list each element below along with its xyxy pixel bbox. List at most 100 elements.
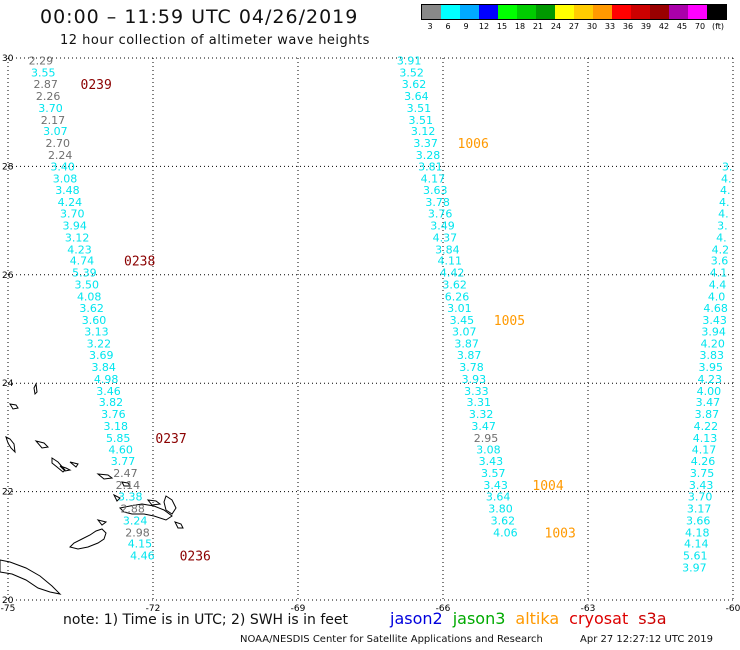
wave-height-value: 4.26 [691,455,716,468]
wave-height-value: 3.87 [457,349,482,362]
wave-height-value: 3.50 [75,279,100,292]
legend-label: 45 [676,22,688,31]
wave-height-value: 3.76 [101,408,126,421]
legend-swatch [574,5,593,19]
wave-height-value: 3.24 [123,514,148,527]
generation-timestamp: Apr 27 12:27:12 UTC 2019 [580,634,713,645]
wave-height-value: 4.68 [703,302,728,315]
wave-height-value: 3.01 [447,302,472,315]
legend-label: 18 [514,22,526,31]
satellite-name-jason3: jason3 [452,609,506,628]
wave-height-value: 2.88 [120,502,145,515]
wave-height-value: 3.43 [483,479,508,492]
legend-swatch [631,5,650,19]
wave-height-value: 3.70 [38,102,63,115]
satellite-name-altika: altika [515,609,560,628]
legend-label: 33 [604,22,616,31]
wave-height-value: 3.43 [479,455,504,468]
wave-height-value: 3.69 [89,349,114,362]
island-shape [34,440,50,449]
wave-height-value: 2.98 [125,526,150,539]
wave-height-value: 2.47 [113,467,138,480]
legend-label: 15 [496,22,508,31]
wave-height-value: 4.24 [58,196,83,209]
wave-height-value: 4.15 [128,538,153,551]
legend-label: 24 [550,22,562,31]
legend-label: 12 [478,22,490,31]
island-shape [174,521,184,529]
wave-height-value: 4.74 [70,255,95,268]
legend-label: 70 [694,22,706,31]
wave-height-value: 3.91 [397,55,422,68]
wave-height-value: 4.98 [94,373,119,386]
wave-height-value: 3.63 [423,184,448,197]
wave-height-value: 3.62 [491,514,516,527]
satellite-track: 2.293.552.872.263.702.173.072.702.243.40… [29,55,211,565]
wave-height-value: 4.4 [709,279,727,292]
wave-height-value: 3.08 [53,172,78,185]
wave-height-value: 2.14 [116,479,141,492]
pass-time-label: 1003 [545,526,576,541]
island-shape [0,559,62,595]
wave-height-value: 3.84 [435,243,460,256]
wave-height-value: 3.13 [84,326,109,339]
island-shape [118,503,173,521]
legend-label: 6 [445,22,451,31]
pass-time-label: 0239 [81,78,112,93]
wave-height-value: 4.23 [698,373,723,386]
wave-height-value: 3.47 [471,420,496,433]
wave-height-value: 3.12 [411,125,436,138]
pass-time-label: 1006 [458,137,489,152]
pass-time-label: 1005 [494,314,525,329]
wave-height-value: 3.6 [711,255,729,268]
wave-height-value: 3.64 [486,490,511,503]
wave-height-value: 5.39 [72,267,97,280]
wave-height-value: 3.40 [50,160,75,173]
satellite-legend: jason2 jason3 altika cryosat s3a [390,609,677,628]
wave-height-value: 3.82 [99,396,124,409]
wave-height-value: 2.26 [36,90,61,103]
wave-height-value: 3.57 [481,467,506,480]
wave-height-value: 3.77 [111,455,136,468]
wave-height-value: 3.45 [450,314,475,327]
wave-height-value: 4.1 [710,267,728,280]
lon-tick-label: -60 [726,604,740,614]
lon-tick-label: -69 [291,604,306,614]
legend-swatch [669,5,688,19]
legend-label: 42 [658,22,670,31]
legend-swatch [536,5,555,19]
wave-height-value: 4.46 [130,550,155,563]
wave-height-value: 4.14 [684,538,709,551]
wave-height-value: 3.48 [55,184,80,197]
island-shape [121,481,131,487]
wave-height-value: 4.2 [712,243,730,256]
wave-height-value: 3.83 [699,349,724,362]
wave-height-value: 4.42 [440,267,465,280]
island-shape [146,499,162,506]
wave-height-value: 4.22 [694,420,719,433]
wave-height-value: 4.60 [108,443,133,456]
wave-height-value: 3.47 [696,396,721,409]
lat-tick-label: 28 [2,162,14,172]
wave-height-value: 3.18 [104,420,129,433]
wave-height-value: 3.80 [488,502,513,515]
wave-height-value: 3.60 [82,314,107,327]
legend-labels: 3 6 9 12 15 18 21 24 27 30 33 36 39 42 45 70 (ft) [421,22,727,31]
satellite-tracks: 2.293.552.872.263.702.173.072.702.243.40… [29,55,733,575]
wave-height-value: 3.62 [442,279,467,292]
legend-swatch [479,5,498,19]
lat-tick-label: 26 [2,271,14,281]
footnote: note: 1) Time is in UTC; 2) SWH is in fe… [63,612,349,628]
legend-label: 3 [427,22,433,31]
pass-time-label: 0237 [155,432,186,447]
lon-tick-label: -66 [436,604,451,614]
legend-swatches [421,4,727,20]
wave-height-value: 3.32 [469,408,494,421]
legend-label: 21 [532,22,544,31]
wave-height-value: 3.38 [118,490,143,503]
wave-height-value: 4.0 [708,290,726,303]
satellite-name-s3a: s3a [638,609,667,628]
wave-height-value: 4.18 [685,526,710,539]
wave-height-value: 3.75 [690,467,715,480]
island-shape [51,457,66,473]
